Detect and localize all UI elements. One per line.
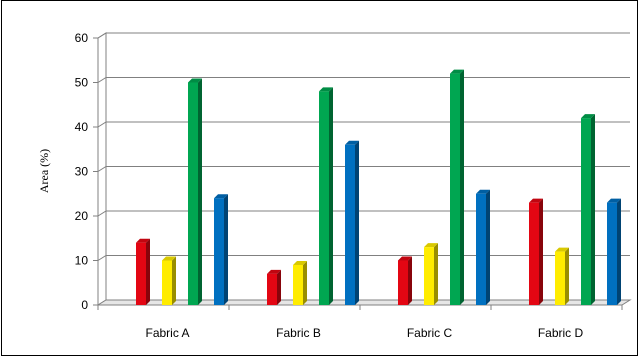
x-category-labels: Fabric A Fabric B Fabric C Fabric D [145,326,583,340]
bar [162,256,176,305]
gridline [97,32,630,39]
bar-side [565,247,569,305]
bar-front [162,260,172,305]
bar [136,238,150,305]
bar-top [319,87,333,92]
bar-side [146,238,150,305]
bar-front [293,264,303,305]
bar-side [434,243,438,305]
bar-top [607,198,621,203]
bar [267,269,281,305]
bar-side [172,256,176,305]
bar [555,247,569,305]
chart-walls [96,32,632,306]
bar [476,189,490,305]
bar-front [450,73,460,305]
bar [293,260,307,305]
bar-side [355,140,359,305]
bar-side [198,78,202,305]
bar-front [319,91,329,306]
bar-top [581,114,595,119]
bar-front [214,198,224,305]
bar-top [293,260,307,265]
y-tick-label: 30 [75,165,89,179]
bar [607,198,621,305]
bar [398,256,412,305]
bar-front [267,273,277,305]
bar-top [267,269,281,274]
bar-top [529,198,543,203]
bar-side [617,198,621,305]
bar-front [555,251,565,305]
bar-front [345,144,355,305]
bar [529,198,543,305]
gridline [97,77,630,83]
bar [450,69,464,305]
bar-top [136,238,150,243]
bar-side [486,189,490,305]
x-category-label: Fabric D [538,326,584,340]
bars [136,69,621,306]
bar [319,87,333,306]
bar-side [329,87,333,306]
bar-side [539,198,543,305]
bar-top [476,189,490,194]
y-tick-label: 40 [75,120,89,134]
y-tick-label: 50 [75,76,89,90]
bar-front [581,118,591,305]
bar-top [214,194,228,199]
bar-front [188,82,198,305]
bar [345,140,359,305]
gridline [97,210,630,217]
y-tick-label: 20 [75,209,89,223]
y-tick-label: 60 [75,31,89,45]
gridline [97,121,630,128]
y-tick-label: 0 [81,298,88,312]
bar-top [162,256,176,261]
y-tick-label: 10 [75,254,89,268]
bar [188,78,202,305]
bar-side [408,256,412,305]
bar-top [398,256,412,261]
bar-top [424,243,438,248]
bar-front [136,242,146,305]
bar-front [424,247,434,305]
bar [424,243,438,305]
bar-side [303,260,307,305]
y-tick-labels: 0 10 20 30 40 50 60 [75,31,89,312]
bar-top [555,247,569,252]
bar-side [224,194,228,305]
x-category-label: Fabric B [276,326,321,340]
bar-top [450,69,464,74]
y-axis-title: Area (%) [37,149,51,193]
bar-front [607,202,617,305]
bar-front [398,260,408,305]
bar-front [476,193,486,305]
bar-top [345,140,359,145]
bar-side [591,114,595,305]
x-category-label: Fabric A [145,326,189,340]
gridline [97,255,630,261]
bar-top [188,78,202,83]
x-category-label: Fabric C [407,326,453,340]
bar [581,114,595,305]
floor [96,299,632,306]
gridline [97,166,630,172]
bar [214,194,228,305]
bar-side [277,269,281,305]
bar-front [529,202,539,305]
bar-side [460,69,464,305]
